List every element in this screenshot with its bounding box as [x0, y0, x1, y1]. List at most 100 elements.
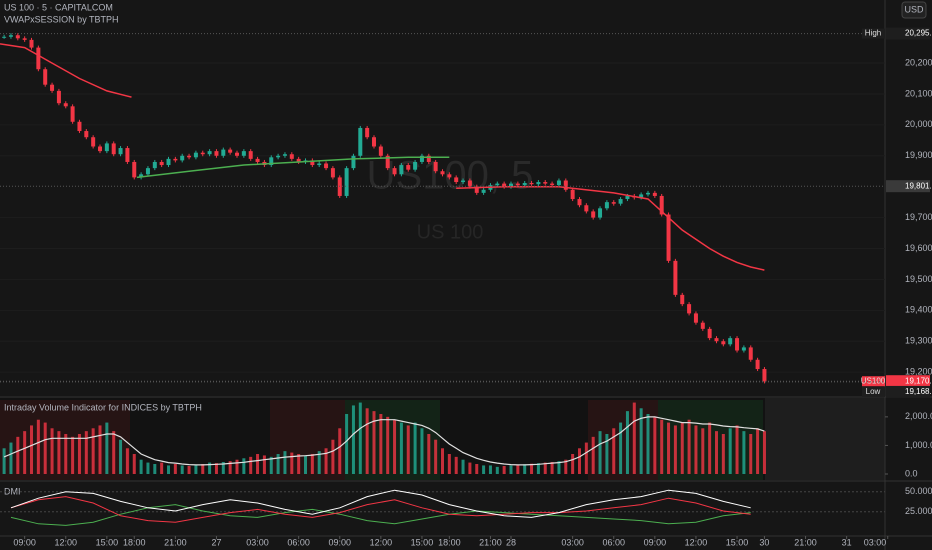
volume-bar [304, 455, 308, 474]
candle [591, 211, 596, 218]
volume-bar [756, 428, 760, 474]
candle [693, 313, 698, 323]
volume-bar [84, 431, 88, 474]
candle [125, 148, 130, 162]
volume-bar [214, 463, 218, 474]
volume-bar [91, 428, 95, 474]
y-tick-label: 19,700.0 [905, 212, 932, 222]
marker-label: 19,170.6 [905, 376, 932, 385]
volume-bar [30, 425, 34, 474]
volume-bar [399, 422, 403, 474]
future-shade [765, 398, 885, 480]
volume-bar [9, 442, 13, 474]
volume-bar [708, 422, 712, 474]
vwap-line [0, 43, 132, 98]
candle [344, 168, 349, 196]
x-tick-label: 12:00 [370, 537, 393, 547]
marker-label: 19,168.3 [905, 387, 932, 396]
marker-box [886, 385, 930, 398]
volume-bar [516, 464, 520, 474]
candle [56, 90, 61, 104]
candle [563, 180, 568, 190]
candle [419, 155, 424, 162]
candle [159, 161, 164, 166]
volume-bar [557, 461, 561, 474]
volume-bar [749, 434, 753, 474]
y-tick-label: 1,000.0 [905, 440, 932, 450]
candle [50, 84, 55, 91]
volume-bar [495, 466, 499, 474]
candle [207, 151, 212, 155]
vwap-line [456, 185, 765, 271]
candle [8, 35, 13, 37]
candle [570, 189, 575, 200]
candle [508, 183, 513, 187]
marker-name: Low [866, 387, 881, 396]
candle [728, 338, 733, 345]
candle [762, 369, 767, 382]
volume-bar [345, 414, 349, 474]
candle [673, 260, 678, 295]
candle [187, 155, 192, 158]
volume-bar [742, 431, 746, 474]
marker-name-box [862, 376, 885, 387]
candle [625, 195, 630, 200]
candle [687, 304, 692, 314]
candle [378, 146, 383, 156]
volume-bar [36, 419, 40, 474]
x-tick-label: 31 [842, 537, 852, 547]
volume-bar [146, 462, 150, 474]
dmi-line [10, 504, 751, 526]
candle [63, 103, 68, 107]
volume-bar [475, 464, 479, 474]
y-tick-label: 25.0000 [905, 506, 932, 516]
candle [36, 47, 41, 70]
candle [104, 143, 109, 152]
dmi-line [10, 489, 751, 518]
candle [611, 202, 616, 204]
volume-bar [310, 454, 314, 474]
volume-bar [639, 408, 643, 474]
volume-bar [714, 431, 718, 474]
volume-bar [372, 411, 376, 474]
volume-bar [125, 448, 129, 474]
candle [550, 183, 555, 186]
volume-bar [434, 439, 438, 474]
candle [461, 180, 466, 183]
x-tick-label: 21:00 [794, 537, 817, 547]
volume-bar [406, 425, 410, 474]
candle [433, 161, 438, 172]
candle [714, 338, 719, 342]
candle [84, 131, 89, 138]
currency-box[interactable] [901, 1, 927, 19]
candle [700, 322, 705, 329]
candle [15, 35, 20, 39]
candle [282, 154, 287, 156]
candle [29, 39, 34, 48]
currency[interactable]: USD [904, 4, 924, 14]
x-tick-label: 12:00 [54, 537, 77, 547]
candle [707, 328, 712, 339]
volume-bar [646, 414, 650, 474]
candle [556, 180, 561, 186]
volume-bar [119, 439, 123, 474]
y-tick-label: 19,500.0 [905, 274, 932, 284]
volume-bar [482, 465, 486, 474]
volume-bar [612, 428, 616, 474]
volume-bar [605, 434, 609, 474]
candle [680, 294, 685, 305]
candle [111, 143, 116, 155]
candle [193, 152, 198, 158]
volume-bar [687, 419, 691, 474]
candle [413, 161, 418, 170]
volume-bar [488, 465, 492, 474]
volume-bar [454, 456, 458, 474]
candle [276, 155, 281, 158]
volume-bar [2, 448, 6, 474]
volume-bar [23, 431, 27, 474]
volume-bar [132, 454, 136, 474]
volume-bar [43, 422, 47, 474]
volume-bar [242, 458, 246, 474]
candle [440, 171, 445, 175]
